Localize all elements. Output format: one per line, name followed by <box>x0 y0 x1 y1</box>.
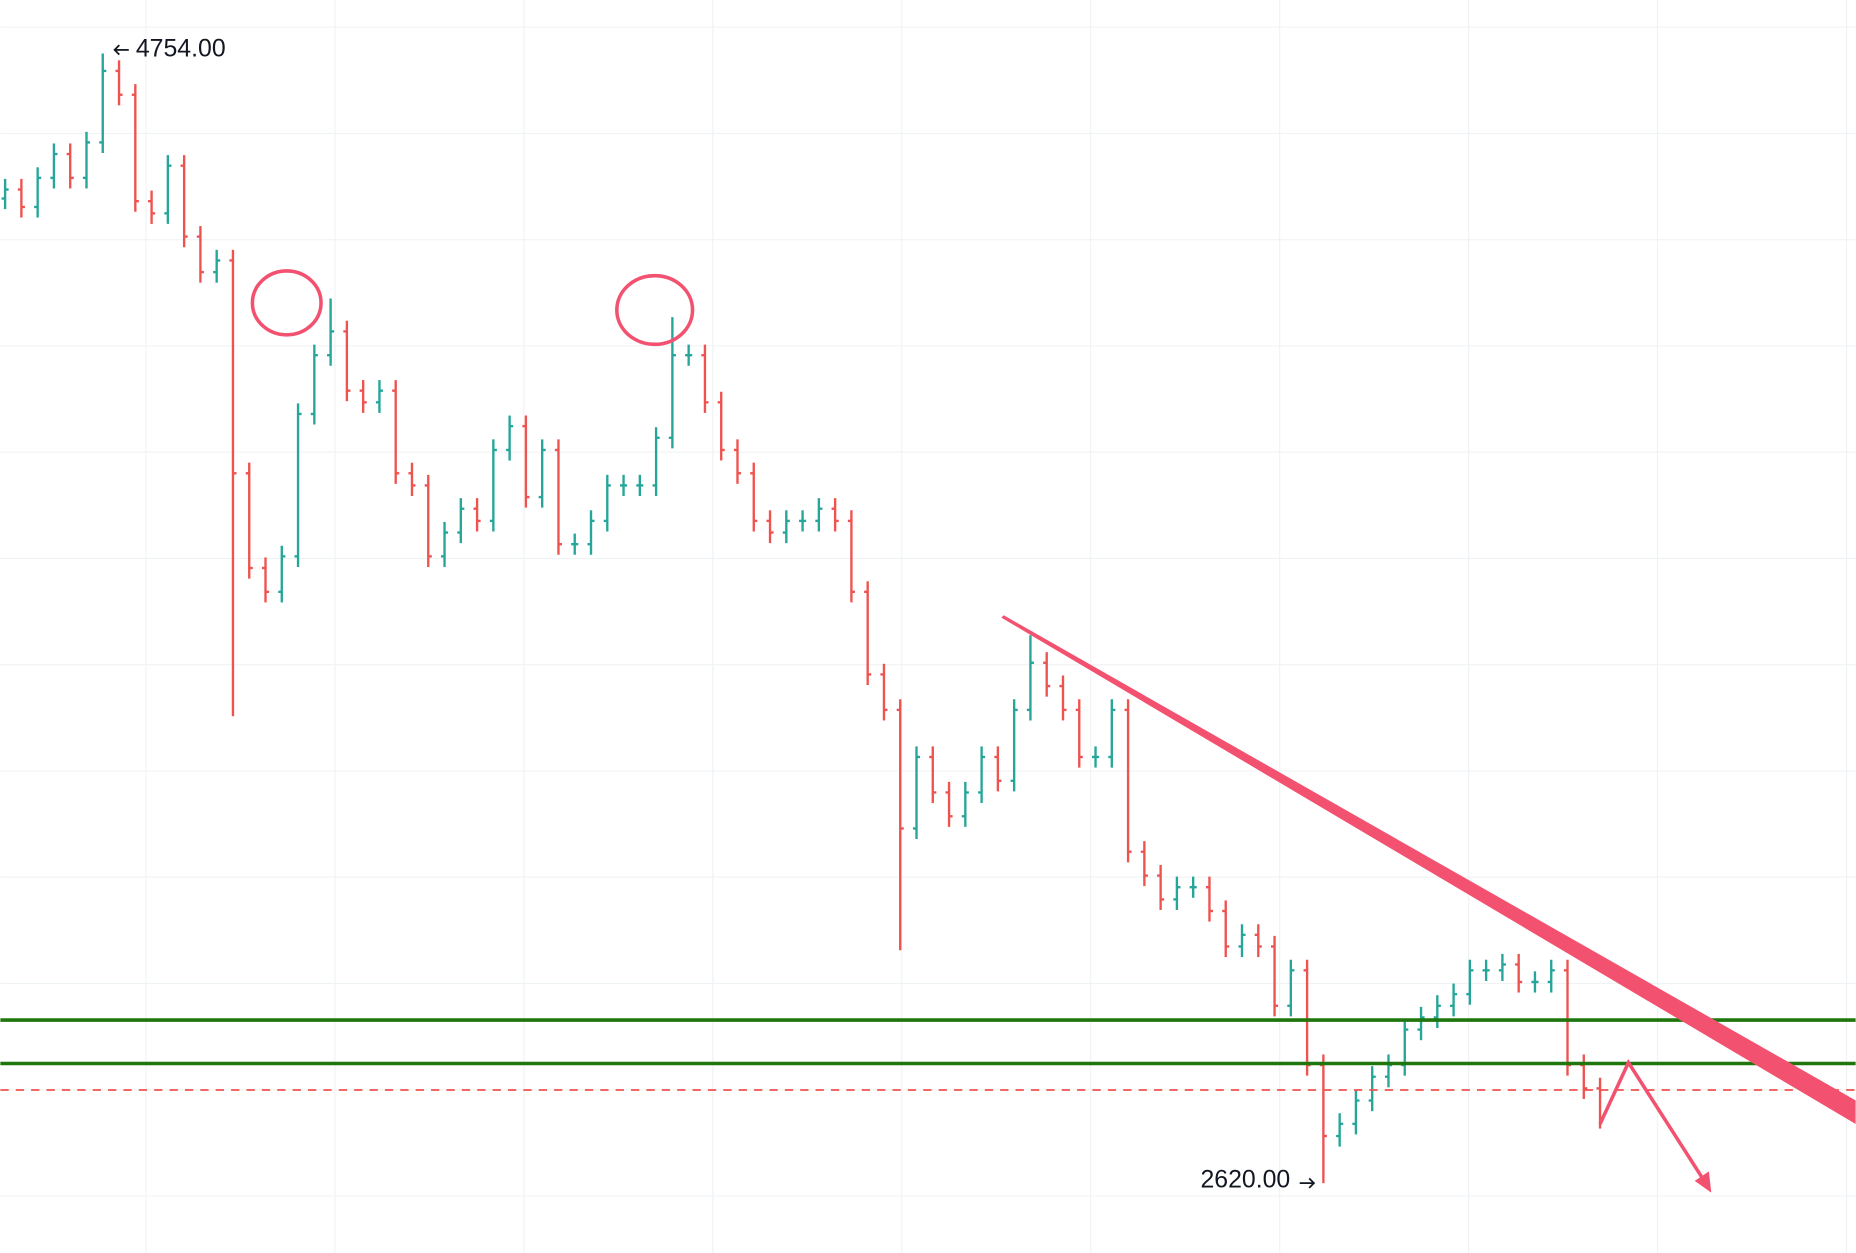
price-label: 2620.00 <box>1200 1166 1290 1193</box>
price-bars <box>1 53 1604 1184</box>
peak-circle <box>615 273 695 347</box>
price-label: 4754.00 <box>136 35 226 62</box>
levels <box>0 1018 1856 1091</box>
peak-circle <box>250 269 323 337</box>
arrow-head <box>1694 1171 1712 1193</box>
annotations: 4754.00 2620.00 <box>113 35 1316 1193</box>
trend-line <box>1001 615 1856 1125</box>
label-arrow-head <box>113 44 120 56</box>
label-arrow-head <box>1308 1177 1316 1189</box>
projection-arrow <box>1598 1058 1706 1182</box>
